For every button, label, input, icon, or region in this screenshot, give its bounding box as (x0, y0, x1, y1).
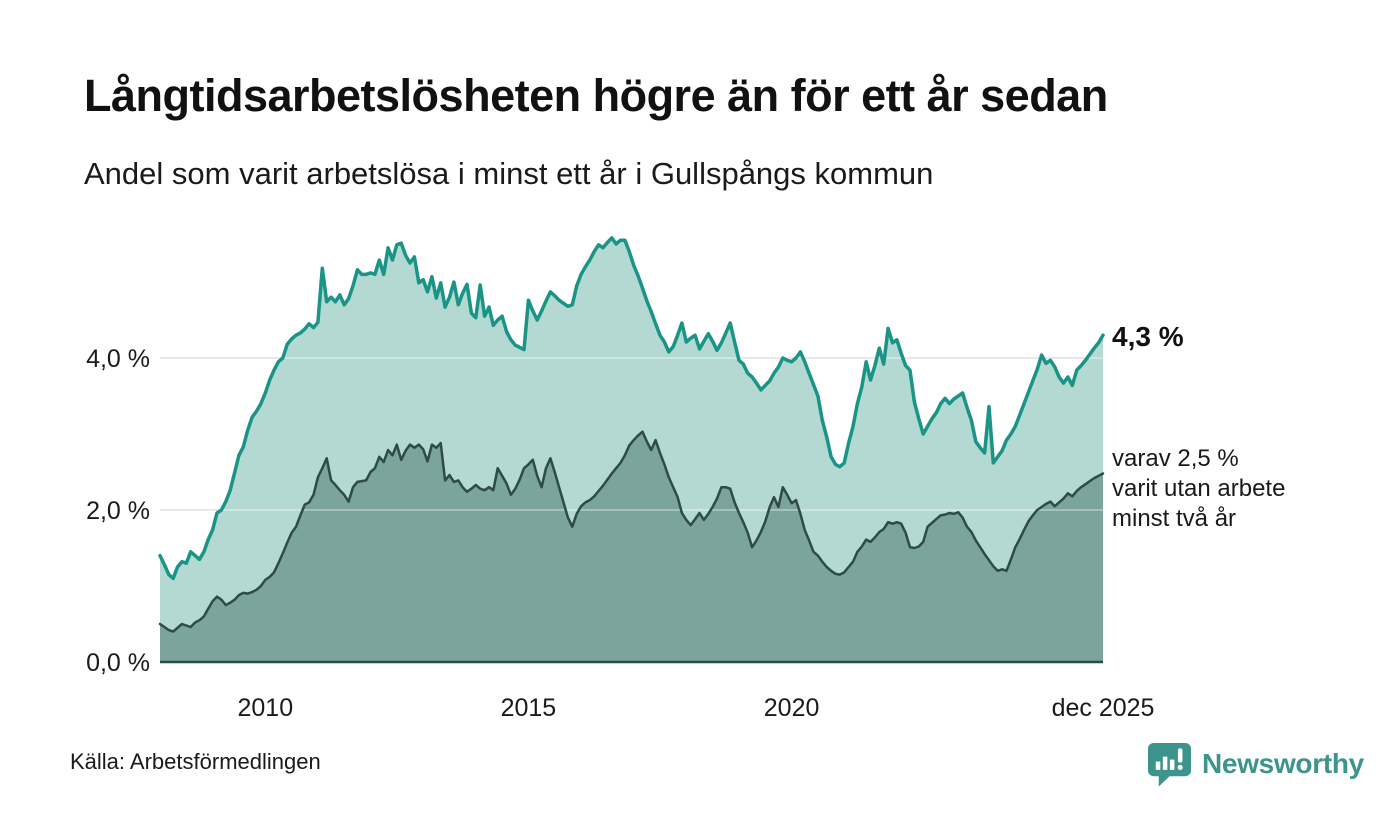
page-title: Långtidsarbetslösheten högre än för ett … (84, 70, 1108, 121)
line-at-least-two-years (158, 430, 1105, 633)
x-tick-label: 2015 (501, 694, 557, 722)
line-at-least-one-year (158, 236, 1105, 581)
area-at-least-two-years (160, 431, 1103, 662)
y-tick-label: 0,0 % (86, 649, 150, 677)
y-axis-labels: 0,0 % 2,0 % 4,0 % (86, 345, 150, 677)
newsworthy-speech-bubble-chart-icon (1147, 742, 1192, 787)
newsworthy-logo: Newsworthy (1146, 740, 1364, 787)
newsworthy-wordmark: Newsworthy (1202, 747, 1364, 779)
x-axis-labels: 2010 2015 2020 dec 2025 (237, 694, 1154, 722)
x-tick-label: 2020 (764, 694, 820, 722)
page-subtitle: Andel som varit arbetslösa i minst ett å… (84, 156, 934, 191)
y-tick-label: 4,0 % (86, 345, 150, 373)
y-tick-label: 2,0 % (86, 497, 150, 525)
gridlines-overlay (160, 357, 1103, 511)
source-note: Källa: Arbetsförmedlingen (70, 749, 321, 774)
x-tick-label: 2010 (237, 694, 293, 722)
secondary-series-annotation: varav 2,5 % varit utan arbete minst två … (1112, 445, 1286, 532)
latest-value-annotation: 4,3 % (1112, 321, 1184, 352)
x-tick-label: dec 2025 (1052, 694, 1155, 722)
